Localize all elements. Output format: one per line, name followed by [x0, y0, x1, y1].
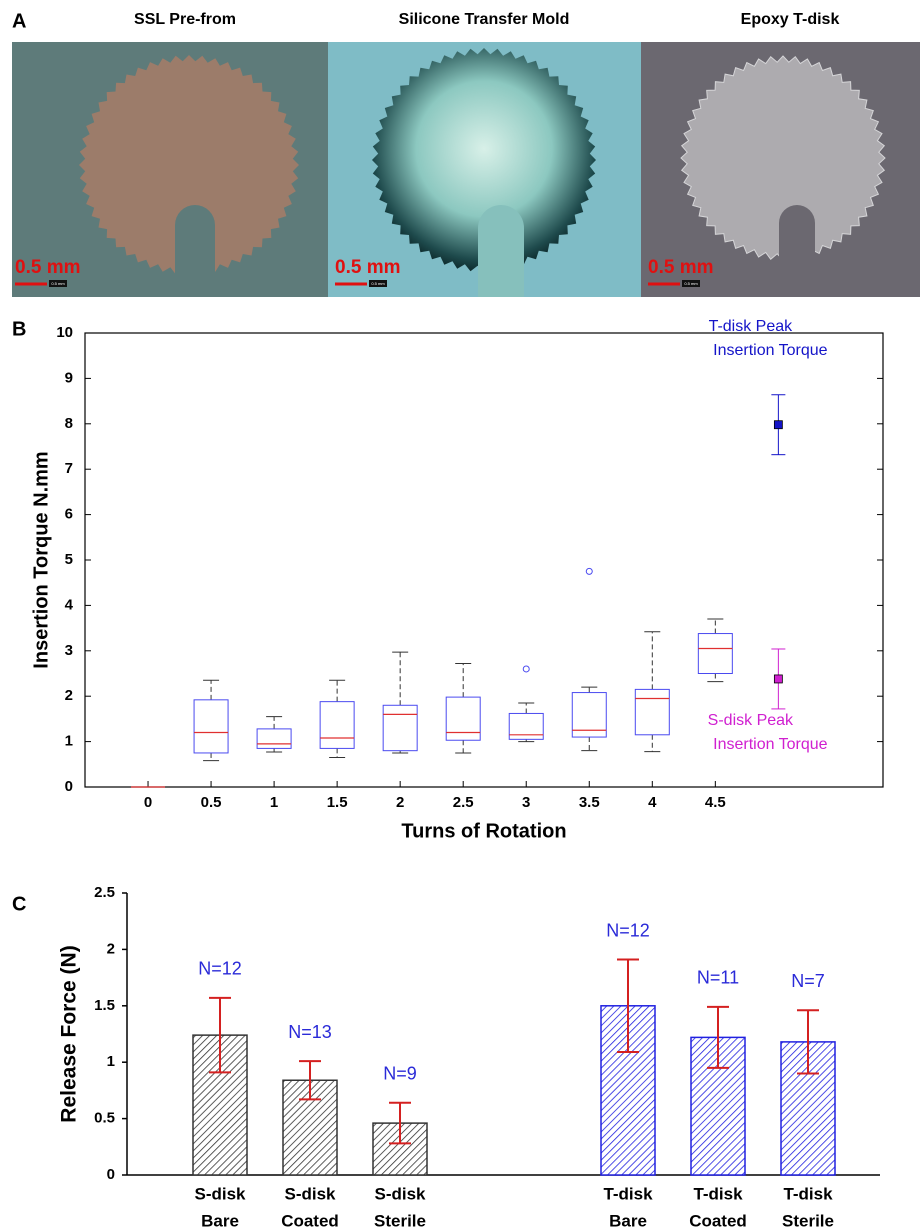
slot [478, 205, 524, 297]
scale-caption: 0.5 mm [684, 281, 698, 286]
y-tick-label: 1 [107, 1053, 115, 1070]
box-chart: 0 1 2 3 4 5 6 7 8 9 10 0 0.5 1 1.5 2 2.5 3 3.5 4 4.5 Turns of… [30, 318, 883, 842]
y-tick-label: 2 [107, 940, 115, 957]
y-tick-label: 8 [65, 415, 73, 432]
x-tick-label: 3.5 [579, 794, 600, 811]
panel-label: B [12, 318, 26, 340]
x-tick-label: 2.5 [453, 794, 474, 811]
peak-label: Insertion Torque [713, 736, 828, 753]
box [446, 697, 480, 740]
x-tick-label: 0.5 [201, 794, 222, 811]
y-axis-label: Release Force (N) [58, 945, 81, 1122]
annotation: N=11 [697, 968, 739, 988]
x-tick-label: 1 [270, 794, 278, 811]
x-tick-label: Sterile [782, 1211, 834, 1230]
annotation: N=13 [288, 1022, 332, 1042]
slot [175, 205, 215, 297]
y-tick-label: 1 [65, 733, 73, 750]
x-tick-label: Bare [609, 1211, 647, 1230]
peak-marker [774, 421, 782, 429]
x-tick-label: 0 [144, 794, 152, 811]
x-tick-label: 1.5 [327, 794, 348, 811]
x-tick-label: 2 [396, 794, 404, 811]
x-tick-label: S-disk [284, 1184, 336, 1203]
x-tick-label: S-disk [194, 1184, 246, 1203]
scale-caption: 0.5 mm [51, 281, 65, 286]
peak-label: Insertion Torque [713, 342, 828, 359]
peak-marker [774, 675, 782, 683]
y-tick-label: 6 [65, 506, 73, 523]
y-tick-label: 0.5 [94, 1110, 115, 1127]
annotation: N=7 [791, 971, 825, 991]
y-tick-label: 3 [65, 642, 73, 659]
x-tick-label: T-disk [603, 1184, 653, 1203]
y-axis-label: Insertion Torque N.mm [30, 451, 52, 668]
image-title: Epoxy T-disk [741, 11, 840, 28]
annotation: N=12 [198, 959, 242, 979]
outlier [586, 568, 592, 574]
x-tick-label: Coated [281, 1211, 339, 1230]
box [383, 705, 417, 750]
y-tick-label: 2.5 [94, 884, 115, 901]
x-tick-label: Coated [689, 1211, 747, 1230]
y-tick-label: 4 [65, 596, 74, 613]
x-tick-label: T-disk [783, 1184, 833, 1203]
page: {"panel_a": {"label": "A", "images": [ {… [0, 0, 920, 1230]
image-title: Silicone Transfer Mold [399, 11, 570, 28]
box [635, 689, 669, 734]
box [194, 700, 228, 753]
scale-bar-label: 0.5 mm [335, 257, 400, 278]
bar-chart: 0 0.5 1 1.5 2 2.5 Release Force (N) N=12 S-disk B… [58, 884, 880, 1230]
box [698, 634, 732, 674]
x-tick-label: 3 [522, 794, 530, 811]
y-tick-label: 1.5 [94, 997, 115, 1014]
y-tick-label: 0 [107, 1166, 115, 1183]
y-tick-label: 9 [65, 369, 73, 386]
outlier [523, 666, 529, 672]
y-tick-label: 5 [65, 551, 73, 568]
box [509, 713, 543, 739]
scale-bar-label: 0.5 mm [648, 257, 713, 278]
y-tick-label: 0 [65, 778, 73, 795]
y-tick-label: 10 [56, 324, 73, 341]
figure: A SSL Pre-from Silicone Transfer Mold Ep… [0, 0, 920, 1230]
x-tick-label: Bare [201, 1211, 239, 1230]
peak-label: S-disk Peak [708, 712, 794, 729]
box [257, 729, 291, 749]
x-tick-label: 4.5 [705, 794, 726, 811]
x-tick-label: S-disk [374, 1184, 426, 1203]
y-tick-label: 7 [65, 460, 73, 477]
box [320, 702, 354, 749]
image-title: SSL Pre-from [134, 11, 236, 28]
x-axis-label: Turns of Rotation [401, 820, 566, 842]
y-tick-label: 2 [65, 687, 73, 704]
panel-label: A [12, 10, 26, 32]
scale-bar-label: 0.5 mm [15, 257, 80, 278]
annotation: N=9 [383, 1064, 417, 1084]
x-tick-label: Sterile [374, 1211, 426, 1230]
x-tick-label: 4 [648, 794, 657, 811]
scale-caption: 0.5 mm [371, 281, 385, 286]
x-tick-label: T-disk [693, 1184, 743, 1203]
annotation: N=12 [606, 920, 650, 940]
peak-label: T-disk Peak [709, 318, 794, 335]
panel-label: C [12, 893, 26, 915]
slot [779, 205, 815, 297]
